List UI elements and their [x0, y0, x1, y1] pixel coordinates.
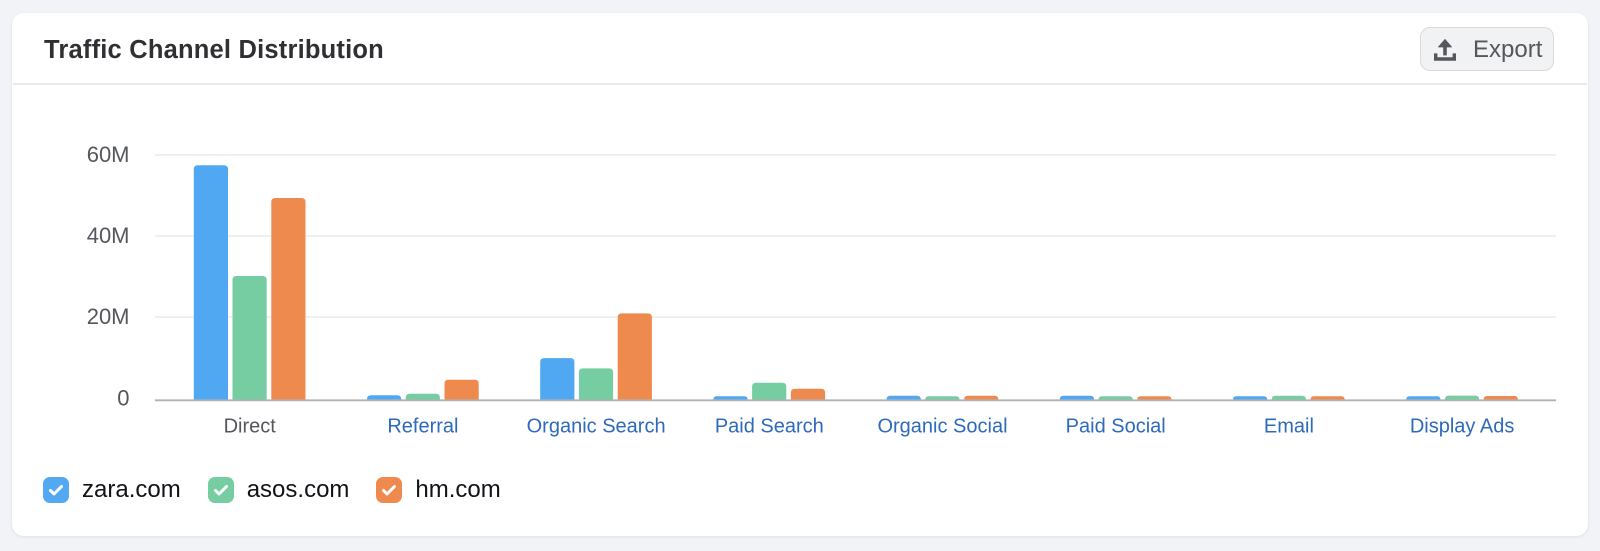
svg-text:Referral: Referral — [387, 416, 458, 438]
svg-text:Organic Social: Organic Social — [877, 416, 1007, 438]
svg-text:40M: 40M — [87, 223, 130, 248]
svg-text:60M: 60M — [87, 142, 130, 167]
svg-text:20M: 20M — [87, 304, 130, 329]
svg-text:Organic Search: Organic Search — [527, 416, 666, 438]
svg-text:0: 0 — [117, 386, 129, 411]
svg-text:Paid Social: Paid Social — [1066, 416, 1166, 438]
svg-text:Direct: Direct — [224, 416, 277, 438]
svg-text:Display Ads: Display Ads — [1410, 416, 1515, 438]
svg-text:Email: Email — [1264, 416, 1314, 438]
svg-text:Paid Search: Paid Search — [715, 416, 824, 438]
